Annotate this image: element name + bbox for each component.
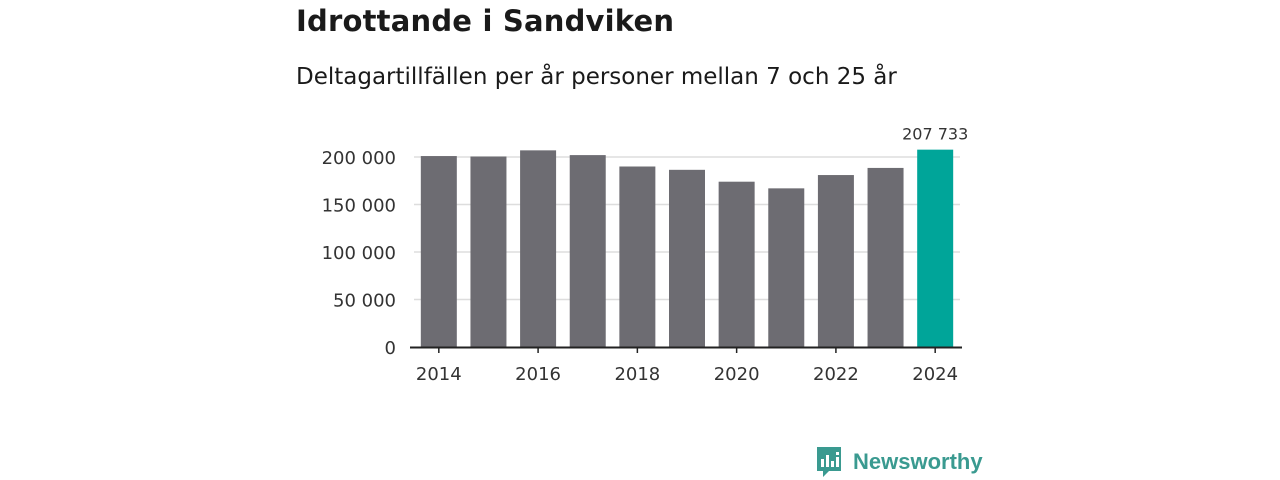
highlight-value-label: 207 733 bbox=[902, 125, 968, 144]
x-tick-label: 2020 bbox=[714, 364, 760, 385]
bar bbox=[569, 155, 606, 347]
chart-subtitle: Deltagartillfällen per år personer mella… bbox=[296, 64, 897, 90]
bar bbox=[768, 188, 805, 347]
x-tick-label: 2024 bbox=[912, 364, 958, 385]
bar bbox=[420, 156, 457, 347]
chart-title: Idrottande i Sandviken bbox=[296, 4, 675, 38]
y-tick-label: 100 000 bbox=[322, 243, 396, 264]
newsworthy-logo: Newsworthy bbox=[815, 444, 983, 480]
bar-highlight bbox=[917, 149, 954, 347]
newsworthy-logo-icon bbox=[817, 447, 841, 477]
y-tick-label: 200 000 bbox=[322, 148, 396, 169]
y-tick-label: 150 000 bbox=[322, 196, 396, 217]
bar bbox=[619, 166, 656, 347]
brand-name: Newsworthy bbox=[853, 449, 983, 474]
x-tick-label: 2014 bbox=[416, 364, 462, 385]
y-tick-label: 0 bbox=[385, 338, 396, 359]
bar bbox=[718, 181, 755, 347]
bar bbox=[520, 150, 557, 347]
bar bbox=[867, 167, 904, 347]
bar bbox=[817, 175, 854, 347]
x-tick-label: 2022 bbox=[813, 364, 859, 385]
y-tick-label: 50 000 bbox=[333, 291, 396, 312]
x-tick-label: 2018 bbox=[614, 364, 660, 385]
bar bbox=[470, 156, 507, 347]
bar bbox=[669, 169, 705, 347]
x-tick-label: 2016 bbox=[515, 364, 561, 385]
